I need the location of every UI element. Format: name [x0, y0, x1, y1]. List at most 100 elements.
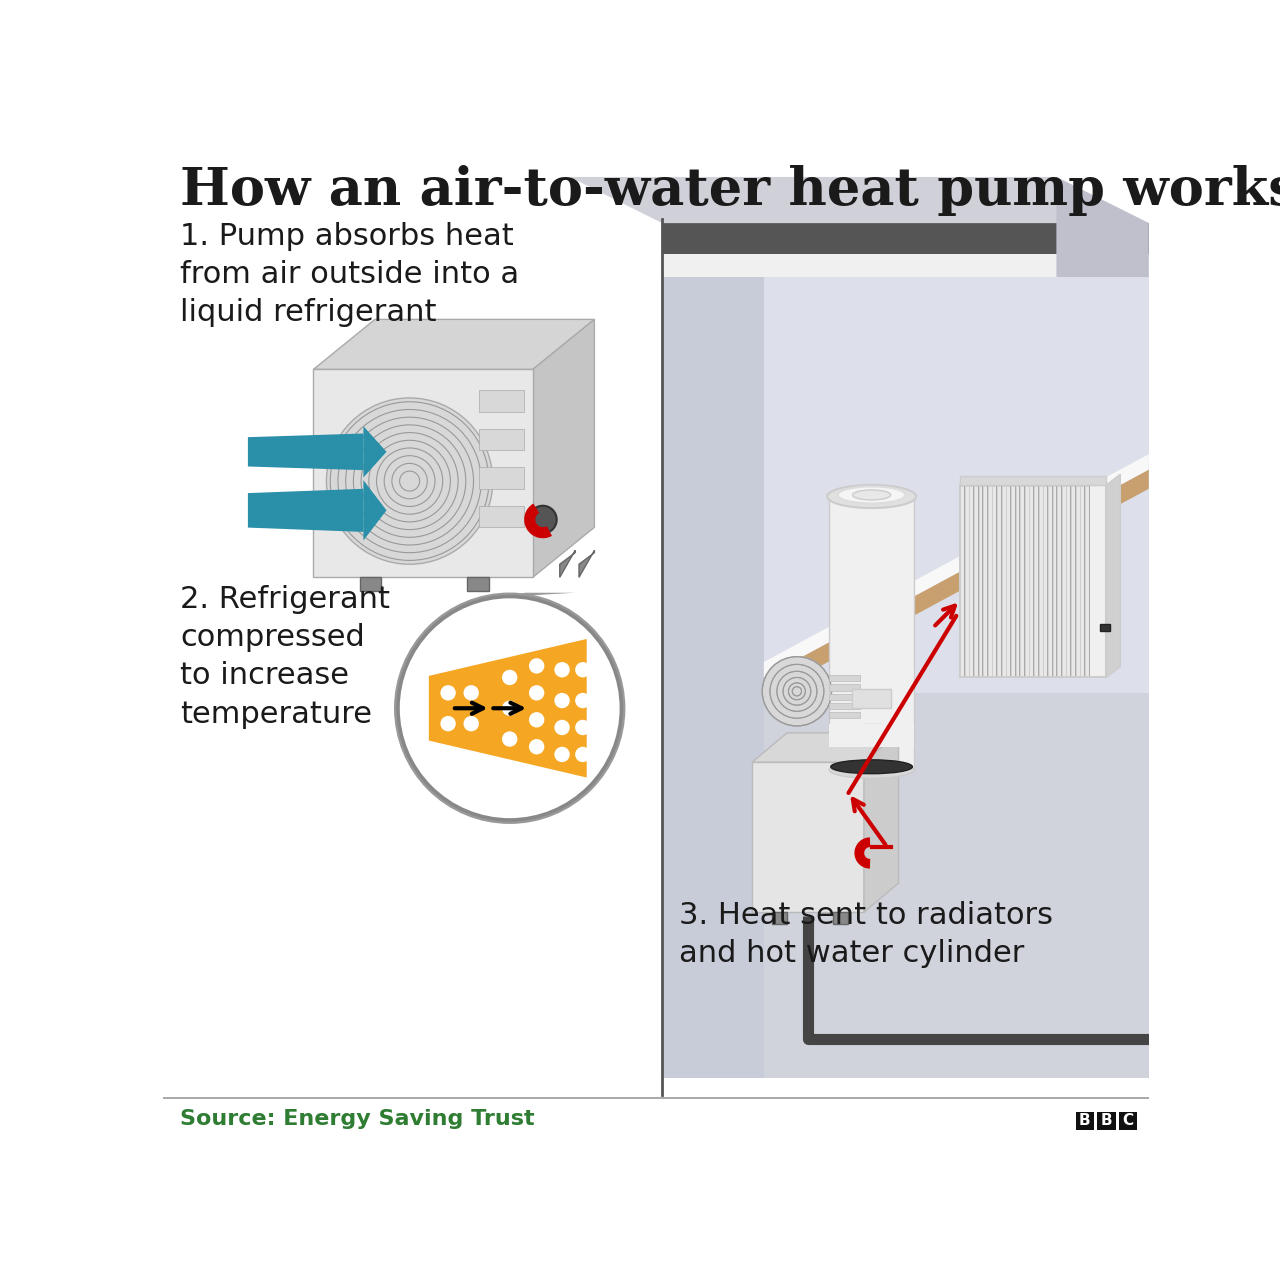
Bar [1071, 486, 1075, 676]
Polygon shape [364, 426, 387, 477]
Circle shape [575, 719, 590, 735]
Text: Source: Energy Saving Trust: Source: Energy Saving Trust [180, 1109, 535, 1129]
Bar [360, 577, 381, 591]
Polygon shape [764, 469, 1149, 696]
Bar [960, 476, 1106, 485]
Bar [829, 694, 860, 700]
Polygon shape [1056, 177, 1149, 277]
Text: C: C [1123, 1114, 1134, 1128]
Circle shape [529, 505, 557, 533]
Bar [1043, 486, 1047, 676]
Bar [852, 688, 891, 708]
Polygon shape [753, 733, 899, 762]
Circle shape [326, 397, 493, 564]
Circle shape [463, 685, 479, 700]
Text: B: B [1079, 1114, 1091, 1128]
Bar [960, 486, 964, 676]
Polygon shape [662, 254, 1149, 277]
Ellipse shape [837, 486, 905, 504]
Polygon shape [364, 481, 387, 541]
Bar [467, 577, 489, 591]
Polygon shape [662, 223, 1149, 254]
Bar [829, 703, 860, 709]
Bar [1002, 486, 1006, 676]
Bar [833, 913, 849, 924]
Polygon shape [764, 223, 1149, 692]
Polygon shape [429, 638, 586, 778]
Circle shape [502, 700, 517, 715]
Polygon shape [764, 454, 1149, 677]
Bar [829, 712, 860, 718]
Ellipse shape [829, 724, 914, 738]
Bar [988, 486, 992, 676]
Circle shape [502, 669, 517, 685]
Polygon shape [532, 319, 594, 577]
Polygon shape [509, 592, 575, 596]
Text: 2. Refrigerant
compressed
to increase
temperature: 2. Refrigerant compressed to increase te… [180, 585, 390, 728]
Bar [479, 428, 524, 450]
Bar [479, 390, 524, 412]
Polygon shape [864, 733, 899, 913]
Bar [983, 486, 987, 676]
Circle shape [554, 662, 570, 677]
Polygon shape [314, 369, 532, 577]
Bar [1057, 486, 1061, 676]
Bar [1119, 1111, 1137, 1131]
Bar [479, 467, 524, 488]
Bar [1011, 486, 1015, 676]
Bar [992, 486, 996, 676]
Bar [829, 496, 914, 769]
Bar [479, 505, 524, 527]
Bar [1080, 486, 1084, 676]
Bar [1034, 486, 1038, 676]
Polygon shape [753, 762, 864, 913]
Bar [829, 676, 860, 681]
Circle shape [575, 746, 590, 762]
Bar [969, 486, 973, 676]
Bar [1097, 1111, 1116, 1131]
Bar [960, 485, 1106, 677]
Bar [1015, 486, 1019, 676]
Text: How an air-to-water heat pump works: How an air-to-water heat pump works [180, 165, 1280, 217]
Bar [1029, 486, 1033, 676]
Circle shape [529, 658, 544, 673]
Circle shape [763, 656, 832, 726]
Bar [1066, 486, 1070, 676]
Bar [829, 685, 860, 691]
Bar [1085, 486, 1089, 676]
Bar [1062, 486, 1066, 676]
Bar [1048, 486, 1052, 676]
Polygon shape [570, 177, 1149, 223]
Circle shape [440, 715, 456, 731]
Bar [1025, 486, 1029, 676]
Circle shape [463, 715, 479, 731]
Polygon shape [662, 223, 764, 1078]
Circle shape [554, 719, 570, 735]
Ellipse shape [827, 485, 916, 508]
Ellipse shape [852, 490, 891, 500]
Polygon shape [314, 319, 594, 369]
Circle shape [554, 692, 570, 708]
Bar [1075, 486, 1079, 676]
Ellipse shape [831, 760, 913, 774]
Text: B: B [1101, 1114, 1112, 1128]
Polygon shape [248, 488, 364, 532]
Polygon shape [248, 433, 364, 470]
Text: 1. Pump absorbs heat
from air outside into a
liquid refrigerant: 1. Pump absorbs heat from air outside in… [180, 222, 520, 327]
Circle shape [575, 662, 590, 677]
Circle shape [529, 712, 544, 727]
Polygon shape [1106, 474, 1120, 677]
Ellipse shape [829, 762, 914, 778]
Bar [1052, 486, 1056, 676]
Circle shape [529, 738, 544, 754]
Bar [829, 723, 914, 746]
Polygon shape [764, 692, 1149, 1078]
Circle shape [396, 595, 623, 822]
Circle shape [529, 685, 544, 700]
Circle shape [440, 685, 456, 700]
Circle shape [575, 692, 590, 708]
Bar [1020, 486, 1024, 676]
Bar [164, 1097, 1149, 1099]
Bar [974, 486, 978, 676]
Bar [1101, 623, 1110, 631]
